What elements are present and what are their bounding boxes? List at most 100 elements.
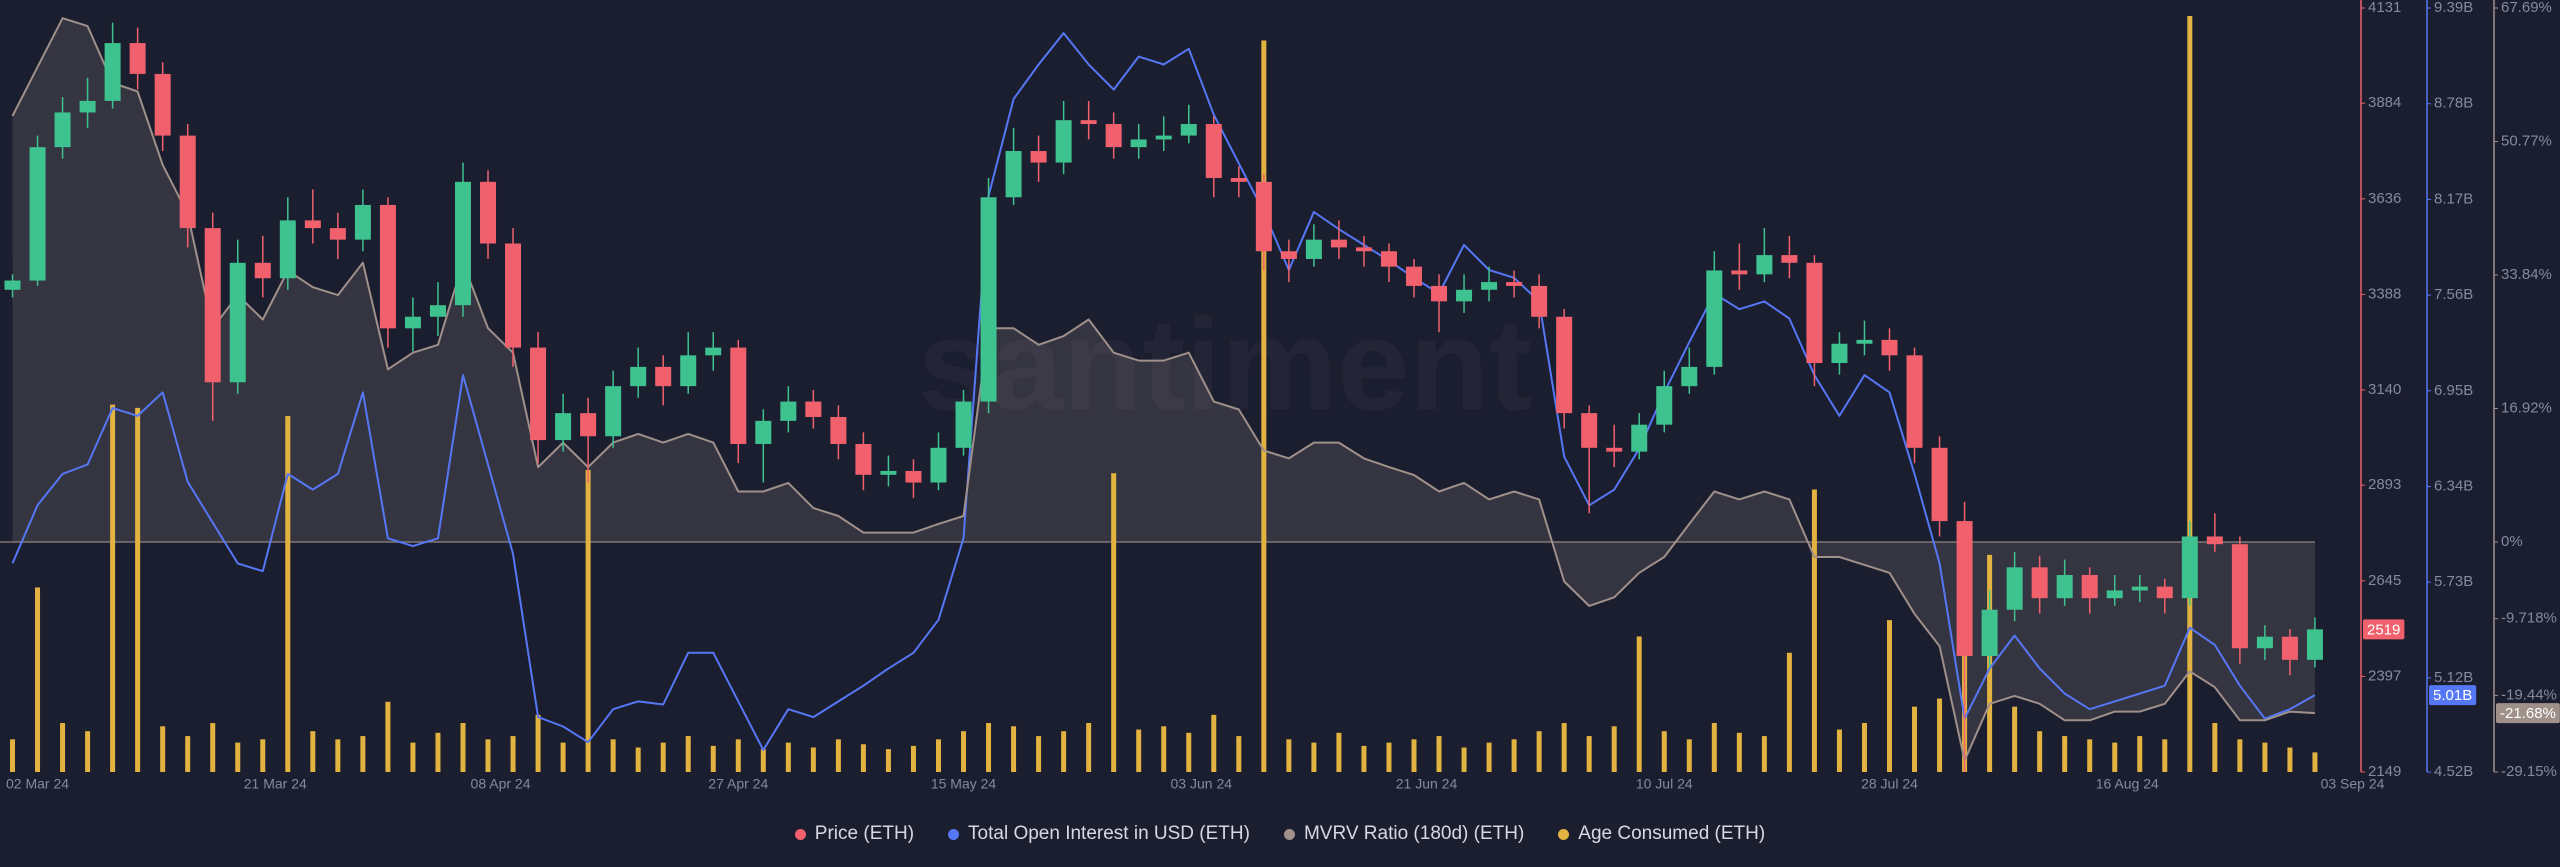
age-bar — [860, 744, 866, 772]
legend-item[interactable]: Age Consumed (ETH) — [1558, 823, 1765, 845]
x-tick-label: 10 Jul 24 — [1636, 776, 1693, 792]
candle-body — [930, 447, 947, 483]
candle-body — [2206, 536, 2223, 545]
candle-body — [2231, 544, 2248, 649]
age-bar — [535, 714, 541, 772]
age-bar — [1861, 723, 1867, 772]
age-bar — [785, 742, 791, 772]
age-bar — [1736, 732, 1742, 772]
age-bar — [435, 732, 441, 772]
candle-body — [555, 413, 572, 441]
y-tick-label: 8.17B — [2434, 190, 2473, 207]
candle-body — [755, 420, 772, 444]
area-layer — [0, 18, 2315, 761]
candle-body — [630, 366, 647, 387]
age-bar — [710, 745, 716, 772]
age-bar — [1236, 736, 1242, 772]
age-bar — [1661, 731, 1667, 772]
candle-body — [2256, 636, 2273, 649]
candle-body — [1781, 255, 1798, 263]
y-tick-label: 9.39B — [2434, 0, 2473, 16]
bar-layer — [10, 16, 2318, 773]
legend-label: Age Consumed (ETH) — [1578, 823, 1766, 844]
candle-body — [2056, 575, 2073, 599]
candle-body — [1556, 316, 1573, 414]
x-tick-label: 27 Apr 24 — [708, 776, 768, 792]
candle-body — [29, 147, 46, 281]
age-bar — [1136, 729, 1142, 772]
legend-label: Price (ETH) — [814, 823, 915, 844]
candle-body — [1080, 120, 1097, 125]
age-bar — [1086, 723, 1092, 772]
age-bar — [1761, 736, 1767, 772]
age-bar — [10, 739, 16, 772]
candle-body — [780, 401, 797, 421]
candle-body — [254, 262, 271, 279]
candle-body — [379, 204, 396, 329]
age-bar — [835, 739, 841, 772]
age-bar — [986, 723, 992, 772]
candle-body — [705, 347, 722, 356]
age-bar — [585, 469, 591, 772]
candle-body — [1581, 413, 1598, 448]
candle-body — [229, 262, 246, 383]
age-bar — [60, 723, 66, 772]
legend-item[interactable]: Total Open Interest in USD (ETH) — [948, 823, 1250, 845]
candle-body — [1931, 447, 1948, 522]
y-tick-label: 2893 — [2368, 476, 2401, 493]
age-bar — [2062, 736, 2068, 772]
candle-body — [1606, 447, 1623, 452]
candle-body — [2306, 629, 2323, 660]
age-bar — [1461, 747, 1467, 772]
y-tick-label: -19.44% — [2501, 686, 2557, 703]
age-bar — [635, 747, 641, 772]
candle-body — [1756, 255, 1773, 275]
candle-body — [1506, 282, 1523, 286]
age-bar — [510, 736, 516, 772]
age-bar — [1561, 723, 1567, 772]
candle-body — [1180, 124, 1197, 136]
age-bar — [1286, 739, 1292, 772]
legend-item[interactable]: MVRV Ratio (180d) (ETH) — [1283, 823, 1524, 845]
candle-body — [1481, 282, 1498, 290]
age-bar — [1261, 40, 1267, 773]
candle-body — [1806, 262, 1823, 364]
candle-body — [830, 416, 847, 444]
value-badge-label: -21.68% — [2500, 705, 2556, 722]
candle-body — [104, 43, 121, 101]
age-bar — [1311, 742, 1317, 772]
age-bar — [135, 407, 141, 772]
age-bar — [410, 742, 416, 772]
age-bar — [1636, 636, 1642, 772]
y-tick-label: 3388 — [2368, 285, 2401, 302]
age-bar — [460, 723, 466, 772]
age-bar — [660, 742, 666, 772]
candle-body — [154, 73, 171, 136]
age-bar — [2012, 706, 2018, 772]
legend-item[interactable]: Price (ETH) — [794, 823, 915, 845]
x-tick-label: 28 Jul 24 — [1861, 776, 1918, 792]
candle-body — [1130, 139, 1147, 148]
candle-body — [905, 470, 922, 483]
age-bar — [110, 404, 116, 772]
age-bar — [2237, 739, 2243, 772]
x-tick-label: 02 Mar 24 — [6, 776, 69, 792]
candle-body — [1456, 289, 1473, 302]
y-tick-label: 3140 — [2368, 381, 2401, 398]
candle-body — [855, 443, 872, 475]
age-bar — [1036, 736, 1042, 772]
candle-body — [1330, 239, 1347, 248]
legend-swatch — [948, 828, 960, 840]
candle-body — [805, 401, 822, 417]
y-tick-label: 16.92% — [2501, 400, 2552, 417]
age-bar — [85, 731, 91, 772]
age-bar — [35, 587, 41, 772]
age-bar — [1011, 726, 1017, 772]
age-bar — [685, 736, 691, 772]
candle-body — [304, 220, 321, 229]
candle-body — [2031, 567, 2048, 599]
candle-body — [2006, 567, 2023, 610]
age-bar — [285, 416, 291, 772]
candle-body — [129, 43, 146, 74]
candle-body — [2156, 586, 2173, 599]
